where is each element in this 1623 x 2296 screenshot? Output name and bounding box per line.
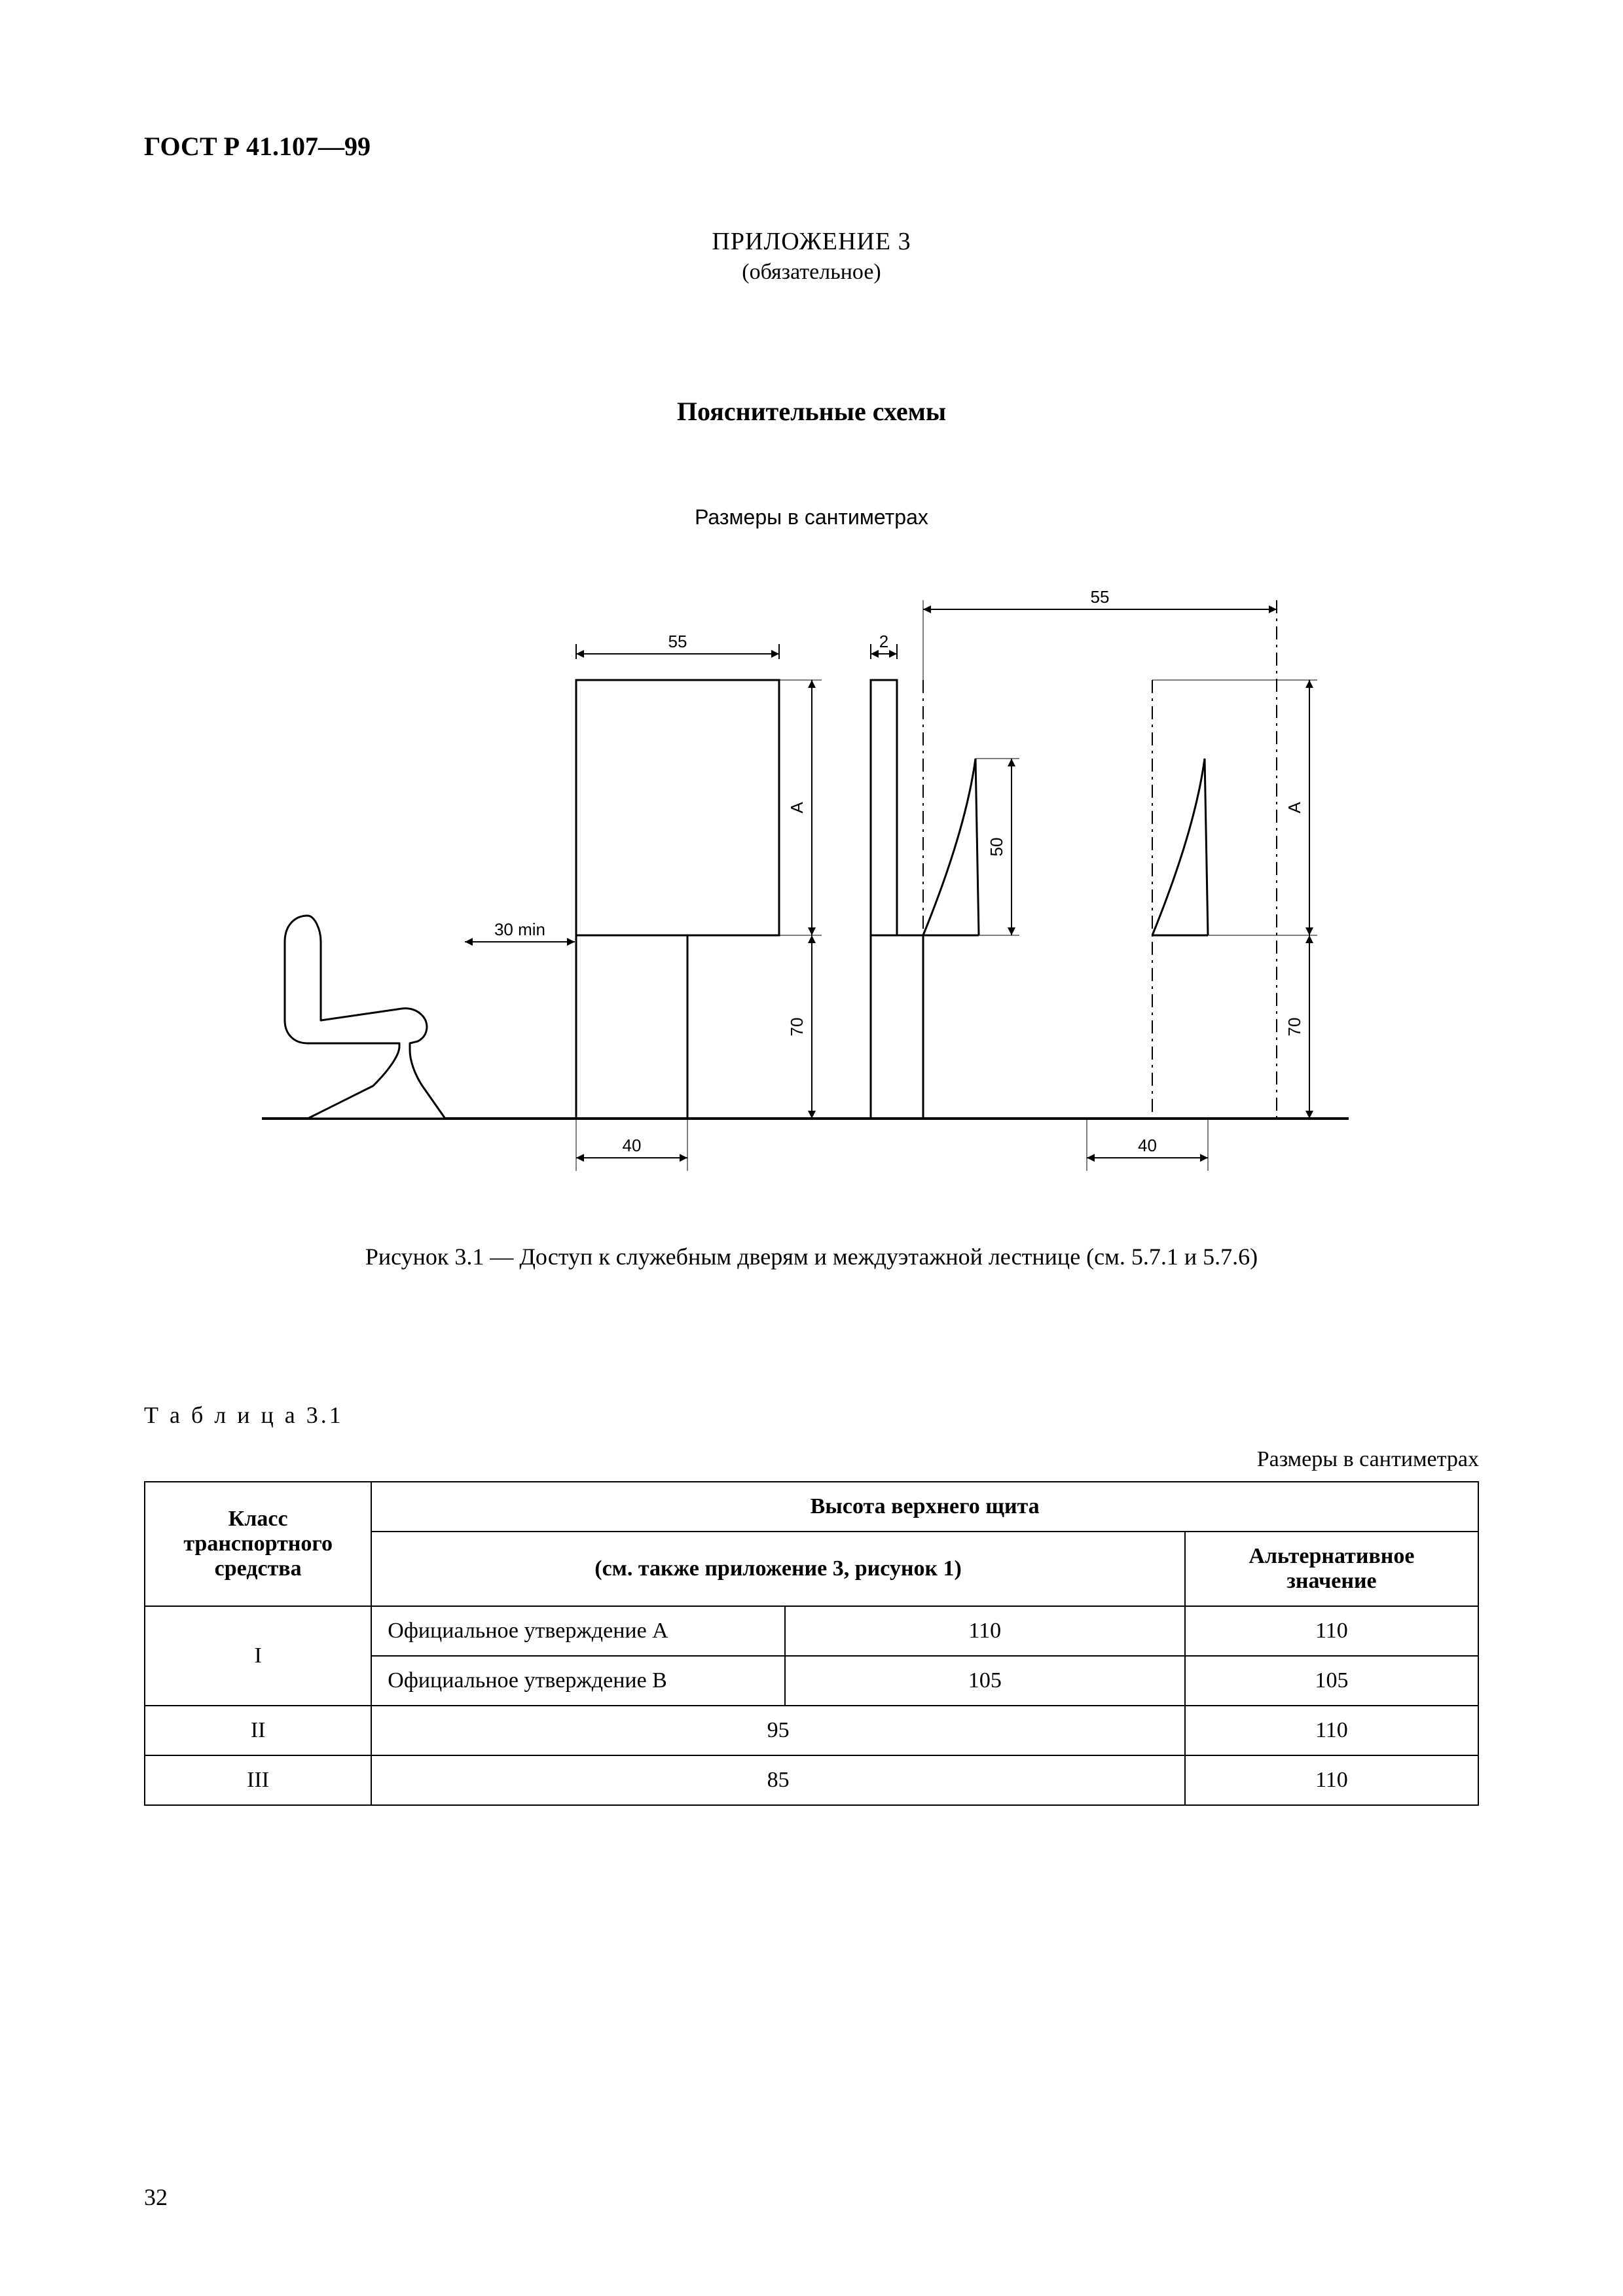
cell-v2: 110	[1185, 1606, 1478, 1656]
data-table: Класс транспортного средства Высота верх…	[144, 1481, 1479, 1806]
svg-text:70: 70	[787, 1018, 807, 1037]
table-units: Размеры в сантиметрах	[144, 1447, 1479, 1472]
svg-text:40: 40	[622, 1136, 641, 1155]
cell-v1: 105	[785, 1656, 1185, 1706]
svg-text:2: 2	[879, 632, 888, 651]
svg-text:A: A	[1285, 802, 1304, 814]
th-span: Высота верхнего щита	[371, 1482, 1478, 1532]
cell-class: II	[145, 1706, 371, 1755]
svg-text:30 min: 30 min	[494, 920, 545, 939]
cell-class: III	[145, 1755, 371, 1805]
cell-v2: 105	[1185, 1656, 1478, 1706]
cell-v1: 85	[371, 1755, 1185, 1805]
cell-v2: 110	[1185, 1706, 1478, 1755]
figure-diagram: 55 A 70 40 30 min 2 50 55 A 70 40	[210, 549, 1414, 1217]
svg-text:50: 50	[987, 838, 1006, 857]
cell-v1: 110	[785, 1606, 1185, 1656]
appendix-title: ПРИЛОЖЕНИЕ 3	[144, 227, 1479, 256]
doc-id: ГОСТ Р 41.107—99	[144, 131, 1479, 162]
page-number: 32	[144, 2183, 168, 2211]
table-row: I Официальное утверждение A 110 110	[145, 1606, 1478, 1656]
cell-v1: 95	[371, 1706, 1185, 1755]
svg-text:40: 40	[1138, 1136, 1157, 1155]
svg-text:55: 55	[1090, 587, 1109, 607]
th-sub1: (см. также приложение 3, рисунок 1)	[371, 1532, 1185, 1606]
th-class: Класс транспортного средства	[145, 1482, 371, 1606]
table-row: II 95 110	[145, 1706, 1478, 1755]
th-sub2: Альтернативное значение	[1185, 1532, 1478, 1606]
figure-units-note: Размеры в сантиметрах	[144, 505, 1479, 529]
cell-v2: 110	[1185, 1755, 1478, 1805]
cell-sub: Официальное утверждение B	[371, 1656, 784, 1706]
table-label: Т а б л и ц а 3.1	[144, 1401, 1479, 1429]
svg-text:A: A	[787, 802, 807, 814]
cell-sub: Официальное утверждение A	[371, 1606, 784, 1656]
section-title: Пояснительные схемы	[144, 396, 1479, 427]
svg-text:55: 55	[668, 632, 687, 651]
cell-class-1: I	[145, 1606, 371, 1706]
table-row: III 85 110	[145, 1755, 1478, 1805]
svg-text:70: 70	[1285, 1018, 1304, 1037]
figure-caption: Рисунок 3.1 — Доступ к служебным дверям …	[144, 1243, 1479, 1270]
appendix-note: (обязательное)	[144, 260, 1479, 285]
